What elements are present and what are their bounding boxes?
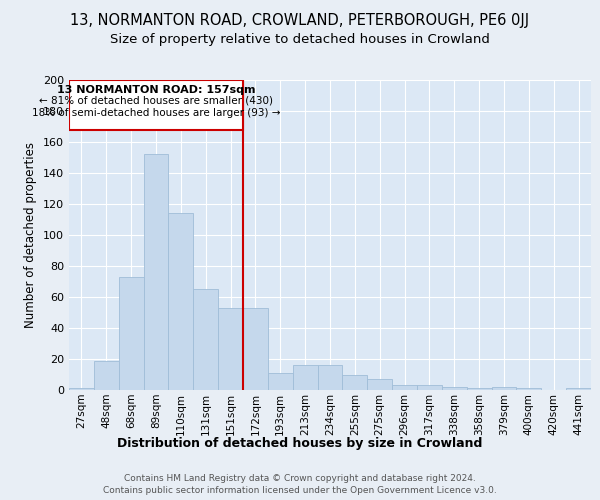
Bar <box>94 360 119 390</box>
Bar <box>69 388 94 390</box>
Bar <box>442 387 467 390</box>
Bar <box>517 388 541 390</box>
Bar <box>317 365 343 390</box>
Text: Size of property relative to detached houses in Crowland: Size of property relative to detached ho… <box>110 32 490 46</box>
Bar <box>218 308 243 390</box>
Bar <box>467 388 491 390</box>
Bar <box>268 373 293 390</box>
Bar <box>293 365 317 390</box>
Bar <box>119 277 143 390</box>
Bar <box>566 388 591 390</box>
Bar <box>193 289 218 390</box>
Bar <box>417 386 442 390</box>
Text: 13 NORMANTON ROAD: 157sqm: 13 NORMANTON ROAD: 157sqm <box>57 84 255 94</box>
Text: 13, NORMANTON ROAD, CROWLAND, PETERBOROUGH, PE6 0JJ: 13, NORMANTON ROAD, CROWLAND, PETERBOROU… <box>70 12 530 28</box>
Bar <box>243 308 268 390</box>
Text: ← 81% of detached houses are smaller (430): ← 81% of detached houses are smaller (43… <box>39 96 273 106</box>
Text: 18% of semi-detached houses are larger (93) →: 18% of semi-detached houses are larger (… <box>32 108 280 118</box>
Bar <box>169 214 193 390</box>
Bar <box>491 387 517 390</box>
Text: Contains public sector information licensed under the Open Government Licence v3: Contains public sector information licen… <box>103 486 497 495</box>
Bar <box>143 154 169 390</box>
Bar <box>69 80 243 130</box>
Text: Distribution of detached houses by size in Crowland: Distribution of detached houses by size … <box>118 438 482 450</box>
Bar <box>343 374 367 390</box>
Bar <box>392 386 417 390</box>
Y-axis label: Number of detached properties: Number of detached properties <box>25 142 37 328</box>
Text: Contains HM Land Registry data © Crown copyright and database right 2024.: Contains HM Land Registry data © Crown c… <box>124 474 476 483</box>
Bar <box>367 379 392 390</box>
